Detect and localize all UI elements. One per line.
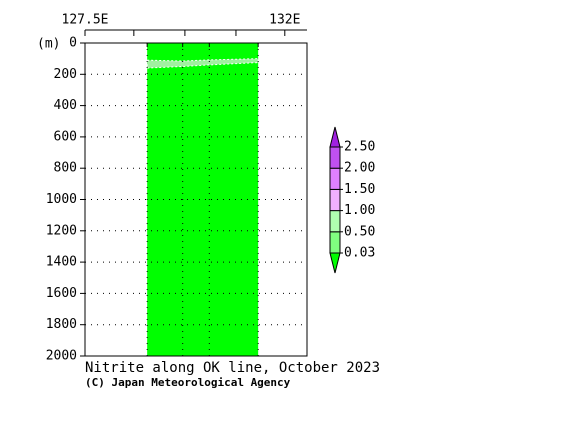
colorbar-box — [329, 188, 341, 212]
y-tick-label: 400 — [54, 98, 77, 113]
colorbar-box — [329, 210, 341, 233]
colorbar-box — [329, 146, 341, 169]
y-tick-label: 0 — [69, 36, 77, 51]
y-tick-label: 200 — [54, 67, 77, 82]
plot-frame — [84, 42, 308, 357]
x-tick-label: 127.5E — [62, 13, 109, 28]
y-tick-label: 1800 — [46, 317, 77, 332]
colorbar-extend-high — [329, 126, 341, 148]
colorbar-label: 1.00 — [344, 203, 375, 218]
colorbar-extend-low — [329, 252, 341, 274]
y-tick-label: 600 — [54, 129, 77, 144]
colorbar-label: 0.03 — [344, 246, 375, 261]
colorbar-label: 1.50 — [344, 182, 375, 197]
y-tick-label: 2000 — [46, 349, 77, 364]
y-tick-label: 800 — [54, 161, 77, 176]
colorbar-label: 0.50 — [344, 224, 375, 239]
x-tick-label: 132E — [269, 13, 300, 28]
y-tick-label: 1000 — [46, 192, 77, 207]
contour-band — [146, 58, 259, 69]
chart-title: Nitrite along OK line, October 2023 — [85, 360, 380, 376]
y-axis-label: (m) — [37, 37, 60, 52]
y-tick-label: 1600 — [46, 286, 77, 301]
colorbar-box — [329, 167, 341, 190]
colorbar-label: 2.00 — [344, 161, 375, 176]
y-tick-label: 1400 — [46, 255, 77, 270]
section-field — [147, 43, 259, 356]
credit: (C) Japan Meteorological Agency — [85, 376, 291, 389]
y-tick-label: 1200 — [46, 223, 77, 238]
colorbar-label: 2.50 — [344, 140, 375, 155]
colorbar-box — [329, 231, 341, 254]
